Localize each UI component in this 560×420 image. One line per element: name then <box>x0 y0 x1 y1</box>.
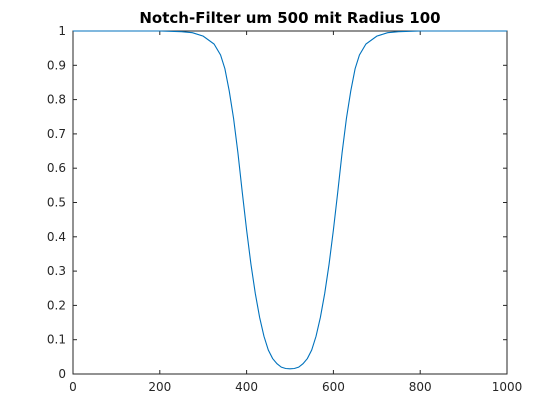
y-tick-label: 0.8 <box>47 93 66 107</box>
y-tick-label: 0.5 <box>47 196 66 210</box>
y-tick-label: 1 <box>58 24 66 38</box>
x-tick-label: 200 <box>148 380 171 394</box>
x-axis: 0 200 400 600 800 1000 <box>69 31 522 394</box>
x-tick-label: 800 <box>409 380 432 394</box>
x-tick-label: 600 <box>322 380 345 394</box>
y-axis: 0 0.1 0.2 0.3 0.4 0.5 0.6 0.7 0.8 0.9 1 <box>47 24 507 381</box>
series-group <box>73 30 507 370</box>
y-tick-label: 0.9 <box>47 58 66 72</box>
y-tick-label: 0.7 <box>47 127 66 141</box>
y-tick-label: 0.6 <box>47 161 66 175</box>
plot-area-box <box>72 30 508 375</box>
chart-title: Notch-Filter um 500 mit Radius 100 <box>139 9 440 27</box>
y-tick-label: 0.2 <box>47 298 66 312</box>
x-tick-label: 400 <box>235 380 258 394</box>
y-tick-label: 0.3 <box>47 264 66 278</box>
y-tick-label: 0.1 <box>47 333 66 347</box>
y-tick-label: 0.4 <box>47 230 66 244</box>
y-tick-label: 0 <box>58 367 66 381</box>
series-line-0 <box>73 30 507 370</box>
x-tick-label: 1000 <box>492 380 523 394</box>
x-tick-label: 0 <box>69 380 77 394</box>
